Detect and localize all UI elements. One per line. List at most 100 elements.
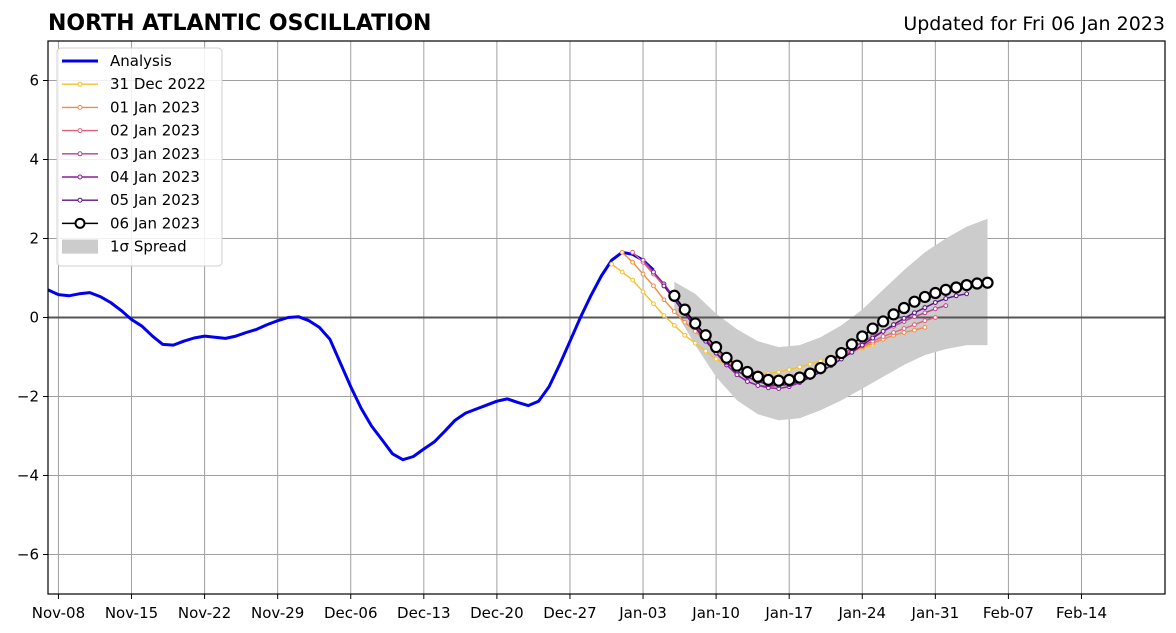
axes: Nov-08 Nov-15 Nov-22 Nov-29 Dec-06 Dec-13 Dec-… bbox=[17, 72, 1107, 623]
data-point bbox=[762, 373, 775, 387]
legend-marker bbox=[77, 174, 83, 180]
data-point bbox=[922, 324, 928, 330]
x-tick-label: Nov-08 bbox=[32, 604, 85, 622]
x-tick-label: Feb-07 bbox=[983, 604, 1034, 622]
x-tick-label: Jan-10 bbox=[691, 604, 740, 622]
plot-content bbox=[48, 218, 1165, 462]
data-point bbox=[932, 300, 938, 305]
legend-marker bbox=[74, 217, 86, 229]
data-point bbox=[901, 330, 907, 335]
chart-title: NORTH ATLANTIC OSCILLATION bbox=[48, 11, 431, 36]
data-point bbox=[901, 326, 907, 331]
data-point bbox=[713, 356, 719, 362]
data-point bbox=[797, 364, 803, 370]
legend-label: 05 Jan 2023 bbox=[110, 191, 200, 209]
data-point bbox=[912, 322, 917, 328]
data-point bbox=[849, 349, 855, 355]
data-point bbox=[964, 291, 970, 297]
legend: Analysis 31 Dec 2022 01 Jan 2023 02 Jan 202… bbox=[56, 47, 223, 267]
x-tick-label: Dec-27 bbox=[543, 604, 597, 622]
plot-area: Nov-08 Nov-15 Nov-22 Nov-29 Dec-06 Dec-13 Dec-… bbox=[17, 40, 1166, 623]
data-point bbox=[630, 259, 635, 265]
legend-label: 04 Jan 2023 bbox=[110, 168, 200, 186]
legend-entry: Analysis bbox=[62, 52, 172, 70]
legend-label: 31 Dec 2022 bbox=[110, 75, 206, 93]
x-tick-label: Dec-06 bbox=[324, 604, 378, 622]
data-point bbox=[953, 293, 959, 299]
data-point bbox=[783, 373, 796, 387]
legend-entry: 1σ Spread bbox=[62, 238, 187, 256]
data-point bbox=[880, 328, 886, 334]
x-tick-label: Jan-03 bbox=[618, 604, 667, 622]
data-point bbox=[630, 249, 635, 255]
data-point bbox=[651, 269, 656, 275]
data-point bbox=[640, 289, 646, 295]
data-point bbox=[703, 348, 709, 354]
legend-entry: 03 Jan 2023 bbox=[62, 145, 200, 163]
legend-marker bbox=[77, 197, 83, 203]
data-point bbox=[699, 329, 712, 342]
data-point bbox=[619, 269, 625, 275]
legend-marker bbox=[77, 104, 83, 110]
data-point bbox=[922, 318, 928, 324]
x-tick-label: Dec-20 bbox=[470, 604, 524, 622]
y-tick-label: 2 bbox=[29, 230, 39, 248]
data-point bbox=[671, 323, 677, 328]
data-point bbox=[856, 330, 869, 343]
data-point bbox=[912, 327, 917, 333]
legend-box bbox=[56, 47, 223, 267]
data-point bbox=[887, 308, 900, 321]
y-tick-label: −6 bbox=[17, 546, 39, 564]
data-point bbox=[877, 315, 890, 328]
x-tick-label: Jan-24 bbox=[837, 604, 886, 622]
data-point bbox=[751, 370, 764, 383]
data-point bbox=[943, 303, 949, 309]
legend-entry: 31 Dec 2022 bbox=[62, 75, 206, 93]
data-point bbox=[912, 314, 917, 320]
data-point bbox=[734, 372, 740, 378]
x-tick-label: Jan-17 bbox=[764, 604, 813, 622]
legend-entry: 04 Jan 2023 bbox=[62, 168, 200, 186]
x-tick-label: Nov-15 bbox=[105, 604, 158, 622]
data-point bbox=[720, 351, 733, 364]
data-point bbox=[866, 322, 879, 335]
legend-label: 01 Jan 2023 bbox=[110, 98, 200, 116]
data-point bbox=[824, 354, 838, 368]
data-point bbox=[786, 367, 792, 373]
data-point bbox=[981, 276, 994, 289]
legend-marker bbox=[77, 81, 83, 87]
legend-entry: 02 Jan 2023 bbox=[62, 122, 200, 140]
data-point bbox=[891, 322, 896, 328]
data-point bbox=[932, 315, 938, 320]
legend-entry: 05 Jan 2023 bbox=[62, 191, 200, 209]
data-point bbox=[939, 283, 952, 296]
data-point bbox=[859, 342, 865, 348]
data-point bbox=[619, 249, 625, 255]
data-point bbox=[950, 281, 963, 294]
data-point bbox=[922, 310, 928, 316]
data-point bbox=[897, 301, 911, 315]
data-point bbox=[908, 295, 921, 308]
legend-entry: 06 Jan 2023 bbox=[62, 214, 200, 232]
data-point bbox=[689, 317, 702, 330]
data-point bbox=[932, 306, 938, 312]
data-point bbox=[682, 332, 688, 338]
data-point bbox=[661, 283, 667, 289]
data-point bbox=[678, 303, 691, 316]
data-point bbox=[661, 313, 667, 318]
data-point bbox=[880, 334, 886, 339]
legend-marker bbox=[77, 128, 83, 134]
data-point bbox=[651, 283, 656, 289]
data-point bbox=[870, 335, 876, 341]
legend-label: 06 Jan 2023 bbox=[110, 214, 200, 232]
data-point bbox=[745, 379, 750, 384]
data-point bbox=[772, 374, 785, 387]
x-tick-label: Nov-22 bbox=[178, 604, 231, 622]
data-point bbox=[793, 371, 806, 384]
data-point bbox=[651, 301, 656, 307]
data-point bbox=[970, 277, 984, 290]
legend-label: 1σ Spread bbox=[110, 238, 187, 256]
legend-label: Analysis bbox=[110, 52, 172, 70]
legend-label: 03 Jan 2023 bbox=[110, 145, 200, 163]
legend-swatch bbox=[62, 239, 98, 254]
